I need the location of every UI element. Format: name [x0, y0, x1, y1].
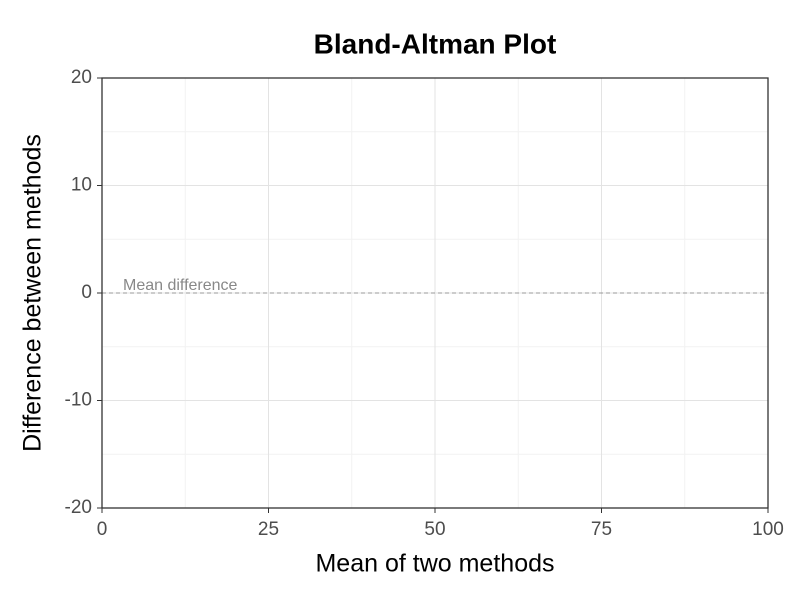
plot-border	[101, 77, 769, 509]
x-tick-label: 100	[752, 519, 784, 540]
y-tick-label: 0	[81, 282, 92, 303]
y-axis-label: Difference between methods	[19, 134, 47, 452]
x-tick-label: 75	[591, 519, 612, 540]
x-axis-label: Mean of two methods	[315, 550, 554, 578]
y-tick-label: 10	[71, 175, 92, 196]
x-tick-label: 0	[97, 519, 108, 540]
x-tick-label: 25	[258, 519, 279, 540]
y-tick-label: -20	[65, 497, 92, 518]
x-tick-label: 50	[424, 519, 445, 540]
reference-label: Mean difference	[123, 277, 238, 294]
chart-title: Bland-Altman Plot	[314, 28, 557, 59]
y-tick-label: -10	[65, 390, 92, 411]
y-tick-label: 20	[71, 67, 92, 88]
